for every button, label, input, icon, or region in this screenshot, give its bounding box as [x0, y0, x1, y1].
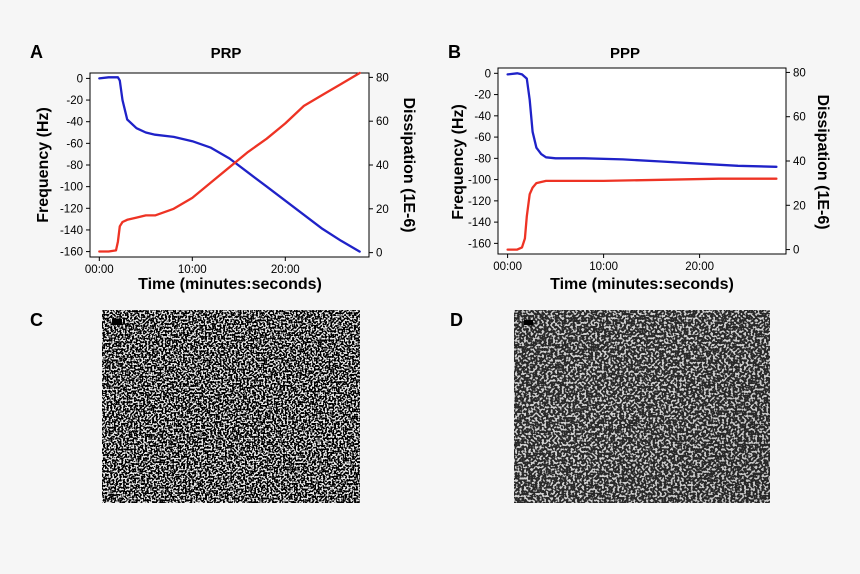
- y-tick-label: -100: [60, 182, 83, 194]
- y2-tick-label: 60: [793, 112, 806, 124]
- y-tick-label: -160: [468, 238, 491, 250]
- panel-letter-b: B: [448, 42, 461, 62]
- y-tick-label: -20: [474, 90, 491, 102]
- series-group-a: [98, 71, 361, 253]
- panel-letter-c: C: [30, 310, 43, 330]
- x-tick-label: 00:00: [85, 264, 114, 276]
- chart-title-prp: PRP: [211, 45, 242, 62]
- y2-tick-label: 80: [793, 67, 806, 79]
- x-axis-a: 00:00 10:00 20:00: [85, 257, 300, 276]
- y2-tick-label: 0: [793, 245, 799, 257]
- x-tick-label: 10:00: [589, 261, 618, 273]
- y2-tick-label: 40: [793, 156, 806, 168]
- x-tick-label: 00:00: [493, 261, 522, 273]
- frequency-line-b: [506, 72, 778, 168]
- x-tick-label: 20:00: [685, 261, 714, 273]
- x-axis-b: 00:00 10:00 20:00: [493, 254, 714, 273]
- y-tick-label: -160: [60, 247, 83, 259]
- y-tick-label: -80: [474, 153, 491, 165]
- y-axis-right-b: 0 20 40 60 80: [786, 67, 806, 257]
- y2-axis-title-a: Dissipation (1E-6): [400, 97, 417, 232]
- y-tick-label: -120: [468, 196, 491, 208]
- y-tick-label: -40: [474, 111, 491, 123]
- micrograph-d: [514, 310, 770, 503]
- panel-a: A PRP 0 -20 -40 -60 -80 -100 -120 -140 -160 0 20 4…: [30, 42, 417, 293]
- x-tick-label: 10:00: [178, 264, 207, 276]
- y2-tick-label: 20: [376, 204, 389, 216]
- series-group-b: [506, 72, 778, 251]
- y-tick-label: -60: [66, 138, 83, 150]
- x-tick-label: 20:00: [271, 264, 300, 276]
- y2-axis-title-b: Dissipation (1E-6): [814, 94, 831, 229]
- frequency-line-a: [98, 76, 361, 253]
- y2-tick-label: 40: [376, 160, 389, 172]
- panel-d: D: [450, 310, 770, 503]
- scale-bar-c: [112, 319, 122, 325]
- y2-tick-label: 0: [376, 248, 382, 260]
- y-tick-label: 0: [485, 68, 491, 80]
- y-tick-label: -20: [66, 95, 83, 107]
- y2-tick-label: 80: [376, 72, 389, 84]
- y-tick-label: -120: [60, 203, 83, 215]
- scale-bar-d: [524, 320, 533, 325]
- y-axis-title-b: Frequency (Hz): [450, 104, 467, 220]
- y-axis-title-a: Frequency (Hz): [35, 107, 52, 223]
- y2-tick-label: 20: [793, 200, 806, 212]
- micrograph-c: [102, 310, 360, 503]
- y-axis-left-a: 0 -20 -40 -60 -80 -100 -120 -140 -160: [60, 73, 90, 259]
- dissipation-line-a: [98, 71, 361, 253]
- y-axis-right-a: 0 20 40 60 80: [369, 72, 389, 260]
- y-tick-label: -140: [60, 225, 83, 237]
- y-tick-label: -40: [66, 117, 83, 129]
- plot-area-a: [89, 72, 370, 258]
- y-tick-label: 0: [77, 73, 83, 85]
- dissipation-line-b: [506, 177, 778, 251]
- y-tick-label: -80: [66, 160, 83, 172]
- y-axis-left-b: 0 -20 -40 -60 -80 -100 -120 -140 -160: [468, 68, 498, 250]
- panel-letter-a: A: [30, 42, 43, 62]
- panel-c: C: [30, 310, 360, 503]
- y-tick-label: -100: [468, 175, 491, 187]
- panel-b: B PPP 0 -20 -40 -60 -80 -100 -120 -140 -160 0 20 4…: [448, 42, 831, 293]
- y-tick-label: -60: [474, 132, 491, 144]
- chart-title-ppp: PPP: [610, 45, 640, 62]
- y-tick-label: -140: [468, 217, 491, 229]
- y2-tick-label: 60: [376, 116, 389, 128]
- x-axis-title-a: Time (minutes:seconds): [138, 276, 322, 293]
- x-axis-title-b: Time (minutes:seconds): [550, 276, 734, 293]
- panel-letter-d: D: [450, 310, 463, 330]
